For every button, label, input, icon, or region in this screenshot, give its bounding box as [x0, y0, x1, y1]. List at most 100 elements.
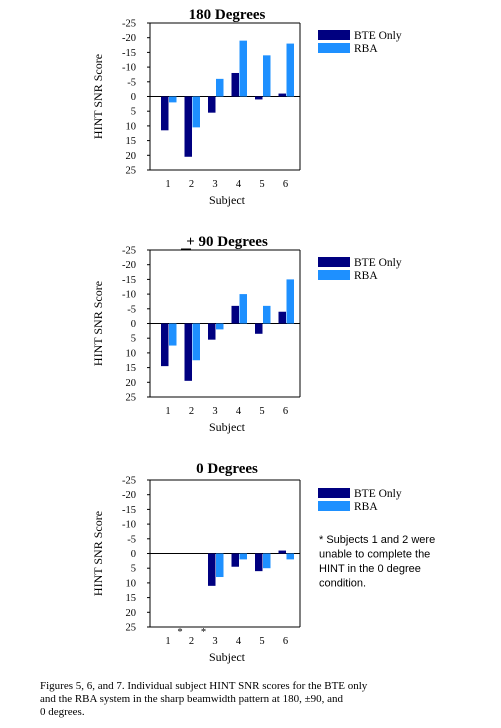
y-tick-label: -20 [122, 490, 136, 501]
legend-swatch-bte [318, 488, 350, 498]
bar-bte-only [255, 553, 263, 572]
y-tick-label: 25 [126, 393, 137, 404]
bar-bte-only [161, 96, 169, 131]
bar-rba [239, 294, 247, 324]
bar-bte-only [278, 550, 286, 554]
y-tick-label: 15 [126, 593, 137, 604]
caption-line: and the RBA system in the sharp beamwidt… [40, 693, 343, 705]
x-tick-label: 1 [165, 406, 170, 417]
bar-bte-only [255, 96, 263, 100]
y-tick-label: 20 [126, 378, 137, 389]
y-tick-label: -20 [122, 33, 136, 44]
x-tick-label: 2 [189, 179, 194, 190]
y-axis-label: HINT SNR Score [91, 511, 105, 596]
footnote-line: condition. [319, 578, 366, 590]
legend-label-bte: BTE Only [354, 257, 402, 269]
bar-rba [169, 323, 177, 346]
x-tick-label: 3 [212, 636, 217, 647]
bar-bte-only [208, 553, 216, 586]
y-tick-label: -10 [122, 63, 136, 74]
y-tick-label: -5 [127, 304, 136, 315]
legend-swatch-bte [318, 257, 350, 267]
bar-bte-only [231, 553, 239, 567]
bar-rba [286, 43, 294, 97]
x-tick-label: 1 [165, 179, 170, 190]
x-tick-label: 6 [283, 179, 288, 190]
bar-bte-only [278, 93, 286, 97]
bar-rba [192, 323, 200, 361]
bar-rba [216, 553, 224, 578]
x-tick-label: 4 [236, 636, 242, 647]
caption-line: 0 degrees. [40, 706, 85, 718]
x-axis-label: Subject [209, 420, 246, 434]
y-tick-label: -15 [122, 48, 136, 59]
bar-rba [216, 323, 224, 330]
y-tick-label: -15 [122, 505, 136, 516]
bar-rba [263, 305, 271, 324]
y-tick-label: 15 [126, 136, 137, 147]
missing-data-marker: * [201, 627, 206, 638]
bar-bte-only [255, 323, 263, 334]
bar-bte-only [231, 305, 239, 324]
chart-title: 180 Degrees [189, 7, 266, 23]
y-tick-label: 0 [131, 549, 136, 560]
y-axis-label: HINT SNR Score [91, 281, 105, 366]
x-axis-label: Subject [209, 193, 246, 207]
footnote-line: * Subjects 1 and 2 were [319, 534, 435, 546]
y-tick-label: 0 [131, 319, 136, 330]
legend-label-bte: BTE Only [354, 488, 402, 500]
bar-rba [263, 553, 271, 569]
y-tick-label: 20 [126, 608, 137, 619]
x-tick-label: 5 [259, 179, 264, 190]
caption-line: Figures 5, 6, and 7. Individual subject … [40, 680, 368, 692]
bar-bte-only [208, 323, 216, 340]
bar-bte-only [184, 96, 192, 157]
x-tick-label: 3 [212, 179, 217, 190]
x-tick-label: 4 [236, 179, 242, 190]
bar-rba [169, 96, 177, 103]
x-tick-label: 4 [236, 406, 242, 417]
y-tick-label: 15 [126, 363, 137, 374]
bar-rba [192, 96, 200, 128]
y-tick-label: 10 [126, 121, 137, 132]
bar-bte-only [208, 96, 216, 113]
bar-rba [239, 553, 247, 560]
footnote-line: HINT in the 0 degree [319, 563, 421, 575]
y-tick-label: 5 [131, 107, 136, 118]
figure-caption: Figures 5, 6, and 7. Individual subject … [40, 680, 480, 719]
y-tick-label: -25 [122, 476, 136, 487]
legend-swatch-bte [318, 30, 350, 40]
x-tick-label: 5 [259, 406, 264, 417]
y-tick-label: -25 [122, 246, 136, 257]
y-tick-label: -5 [127, 534, 136, 545]
y-tick-label: -10 [122, 520, 136, 531]
bar-rba [286, 553, 294, 560]
y-tick-label: 25 [126, 623, 137, 634]
y-tick-label: 0 [131, 92, 136, 103]
y-tick-label: 10 [126, 348, 137, 359]
bar-rba [239, 40, 247, 97]
bar-bte-only [161, 323, 169, 367]
missing-data-marker: * [177, 627, 182, 638]
x-tick-label: 6 [283, 406, 288, 417]
y-tick-label: -10 [122, 290, 136, 301]
x-tick-label: 1 [165, 636, 170, 647]
x-tick-label: 2 [189, 636, 194, 647]
y-tick-label: -25 [122, 19, 136, 30]
x-tick-label: 6 [283, 636, 288, 647]
chart-title: + 90 Degrees [186, 234, 268, 250]
y-tick-label: 10 [126, 578, 137, 589]
legend-label-rba: RBA [354, 43, 378, 55]
x-tick-label: 2 [189, 406, 194, 417]
bar-rba [263, 55, 271, 97]
legend-label-bte: BTE Only [354, 30, 402, 42]
x-axis-label: Subject [209, 650, 246, 664]
x-tick-label: 5 [259, 636, 264, 647]
legend-label-rba: RBA [354, 501, 378, 513]
legend-label-rba: RBA [354, 270, 378, 282]
y-tick-label: 25 [126, 166, 137, 177]
legend-swatch-rba [318, 501, 350, 511]
bar-rba [216, 78, 224, 97]
chart-title: 0 Degrees [196, 461, 258, 477]
